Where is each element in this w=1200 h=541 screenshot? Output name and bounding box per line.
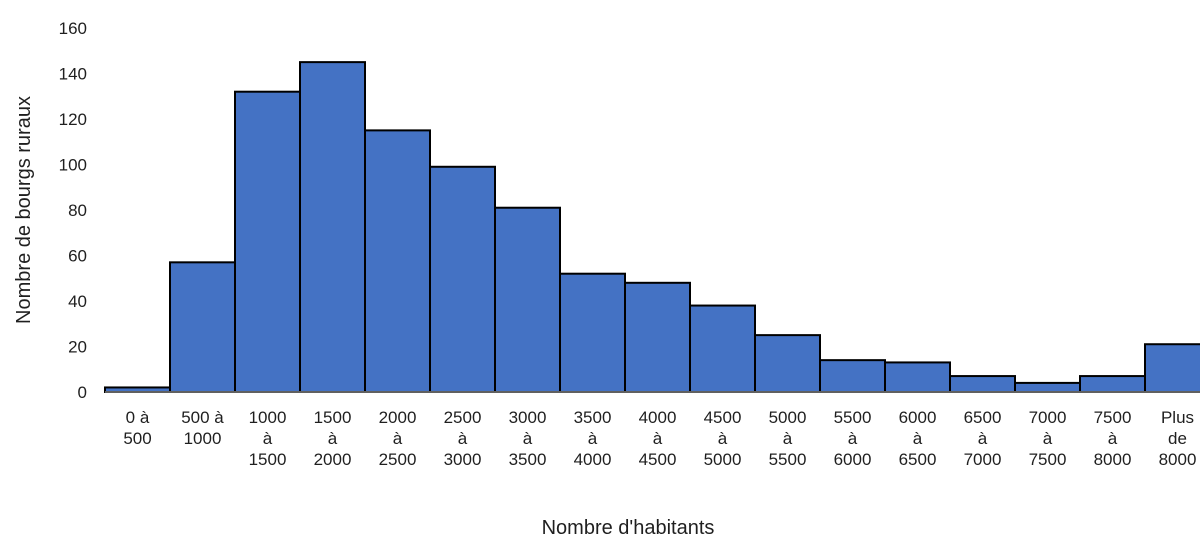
x-tick-label-line: 6000 <box>899 408 937 427</box>
x-tick-label-2: 1000 à 1500 <box>249 408 287 469</box>
bar-12 <box>884 361 951 393</box>
x-tick-label-line: 3500 <box>574 408 612 427</box>
y-axis-ticks: 0 20 40 60 80 100 120 140 160 <box>59 19 87 402</box>
bar-5 <box>429 165 496 393</box>
bar-2 <box>234 90 301 393</box>
x-tick-label-line: à <box>263 429 273 448</box>
x-tick-label-line: 4000 <box>639 408 677 427</box>
x-tick-label-line: 7000 <box>964 450 1002 469</box>
x-tick-label-line: Plus <box>1161 408 1194 427</box>
x-tick-label-12: 6000 à 6500 <box>899 408 937 469</box>
x-tick-label-line: 7500 <box>1029 450 1067 469</box>
x-tick-label-9: 4500 à 5000 <box>704 408 742 469</box>
x-tick-label-5: 2500 à 3000 <box>444 408 482 469</box>
x-tick-label-line: 1500 <box>314 408 352 427</box>
x-axis-title: Nombre d'habitants <box>542 517 715 539</box>
x-tick-label-line: à <box>523 429 533 448</box>
x-tick-label-line: à <box>458 429 468 448</box>
x-tick-label-line: 5000 <box>769 408 807 427</box>
x-tick-label-3: 1500 à 2000 <box>314 408 352 469</box>
bar-16 <box>1144 343 1200 394</box>
bar-13 <box>949 375 1016 394</box>
y-tick-label-4: 80 <box>68 201 87 220</box>
y-axis-title: Nombre de bourgs ruraux <box>13 96 35 324</box>
y-tick-label-6: 120 <box>59 110 87 129</box>
x-tick-label-4: 2000 à 2500 <box>379 408 417 469</box>
x-tick-label-line: à <box>588 429 598 448</box>
x-tick-label-line: à <box>848 429 858 448</box>
x-tick-label-line: à <box>1043 429 1053 448</box>
x-tick-label-1: 500 à 1000 <box>181 408 224 448</box>
x-tick-label-0: 0 à 500 <box>123 408 151 448</box>
x-tick-label-line: 500 <box>123 429 151 448</box>
x-tick-label-15: 7500 à 8000 <box>1094 408 1132 469</box>
x-tick-label-line: 4500 <box>704 408 742 427</box>
x-tick-label-line: 2500 <box>379 450 417 469</box>
bar-11 <box>819 359 886 393</box>
bar-10 <box>754 334 821 393</box>
y-tick-label-1: 20 <box>68 338 87 357</box>
y-tick-label-0: 0 <box>78 383 87 402</box>
x-tick-label-line: 5000 <box>704 450 742 469</box>
x-tick-label-line: 1500 <box>249 450 287 469</box>
x-tick-label-line: à <box>978 429 988 448</box>
x-tick-label-line: 8000 <box>1094 450 1132 469</box>
y-tick-label-3: 60 <box>68 247 87 266</box>
x-tick-label-7: 3500 à 4000 <box>574 408 612 469</box>
bar-7 <box>559 272 626 394</box>
x-tick-label-line: à <box>393 429 403 448</box>
y-tick-label-7: 140 <box>59 65 87 84</box>
x-tick-label-line: à <box>328 429 338 448</box>
x-tick-label-10: 5000 à 5500 <box>769 408 807 469</box>
x-tick-label-line: 3000 <box>444 450 482 469</box>
x-tick-label-16: Plus de 8000 <box>1159 408 1197 469</box>
bar-6 <box>494 206 561 393</box>
x-tick-label-line: 7000 <box>1029 408 1067 427</box>
x-tick-label-6: 3000 à 3500 <box>509 408 547 469</box>
x-tick-label-line: 5500 <box>769 450 807 469</box>
bar-15 <box>1079 375 1146 394</box>
x-tick-label-line: 6500 <box>964 408 1002 427</box>
x-tick-label-line: 8000 <box>1159 450 1197 469</box>
x-tick-label-line: 5500 <box>834 408 872 427</box>
x-tick-label-line: 3500 <box>509 450 547 469</box>
y-tick-label-2: 40 <box>68 292 87 311</box>
x-tick-label-line: à <box>913 429 923 448</box>
x-tick-label-13: 6500 à 7000 <box>964 408 1002 469</box>
bar-0 <box>104 386 171 394</box>
x-tick-label-line: à <box>783 429 793 448</box>
bar-14 <box>1014 381 1081 393</box>
x-tick-label-line: 4000 <box>574 450 612 469</box>
x-tick-label-8: 4000 à 4500 <box>639 408 677 469</box>
x-tick-label-line: 2500 <box>444 408 482 427</box>
x-tick-label-line: 3000 <box>509 408 547 427</box>
x-tick-label-line: à <box>718 429 728 448</box>
bars-group <box>104 61 1200 394</box>
bar-9 <box>689 304 756 393</box>
x-tick-label-11: 5500 à 6000 <box>834 408 872 469</box>
bar-4 <box>364 129 431 393</box>
x-tick-label-line: de <box>1168 429 1187 448</box>
y-tick-label-8: 160 <box>59 19 87 38</box>
x-tick-label-14: 7000 à 7500 <box>1029 408 1067 469</box>
x-tick-label-line: à <box>1108 429 1118 448</box>
bar-8 <box>624 281 691 393</box>
x-tick-label-line: 7500 <box>1094 408 1132 427</box>
x-tick-label-line: à <box>653 429 663 448</box>
x-tick-label-line: 4500 <box>639 450 677 469</box>
x-tick-label-line: 2000 <box>314 450 352 469</box>
y-tick-label-5: 100 <box>59 156 87 175</box>
bar-3 <box>299 61 366 393</box>
x-tick-label-line: 500 à <box>181 408 224 427</box>
x-tick-label-line: 1000 <box>249 408 287 427</box>
x-tick-label-line: 6500 <box>899 450 937 469</box>
x-tick-label-line: 0 à <box>126 408 150 427</box>
bar-1 <box>169 261 236 394</box>
x-tick-label-line: 6000 <box>834 450 872 469</box>
x-tick-label-line: 2000 <box>379 408 417 427</box>
x-tick-label-line: 1000 <box>184 429 222 448</box>
